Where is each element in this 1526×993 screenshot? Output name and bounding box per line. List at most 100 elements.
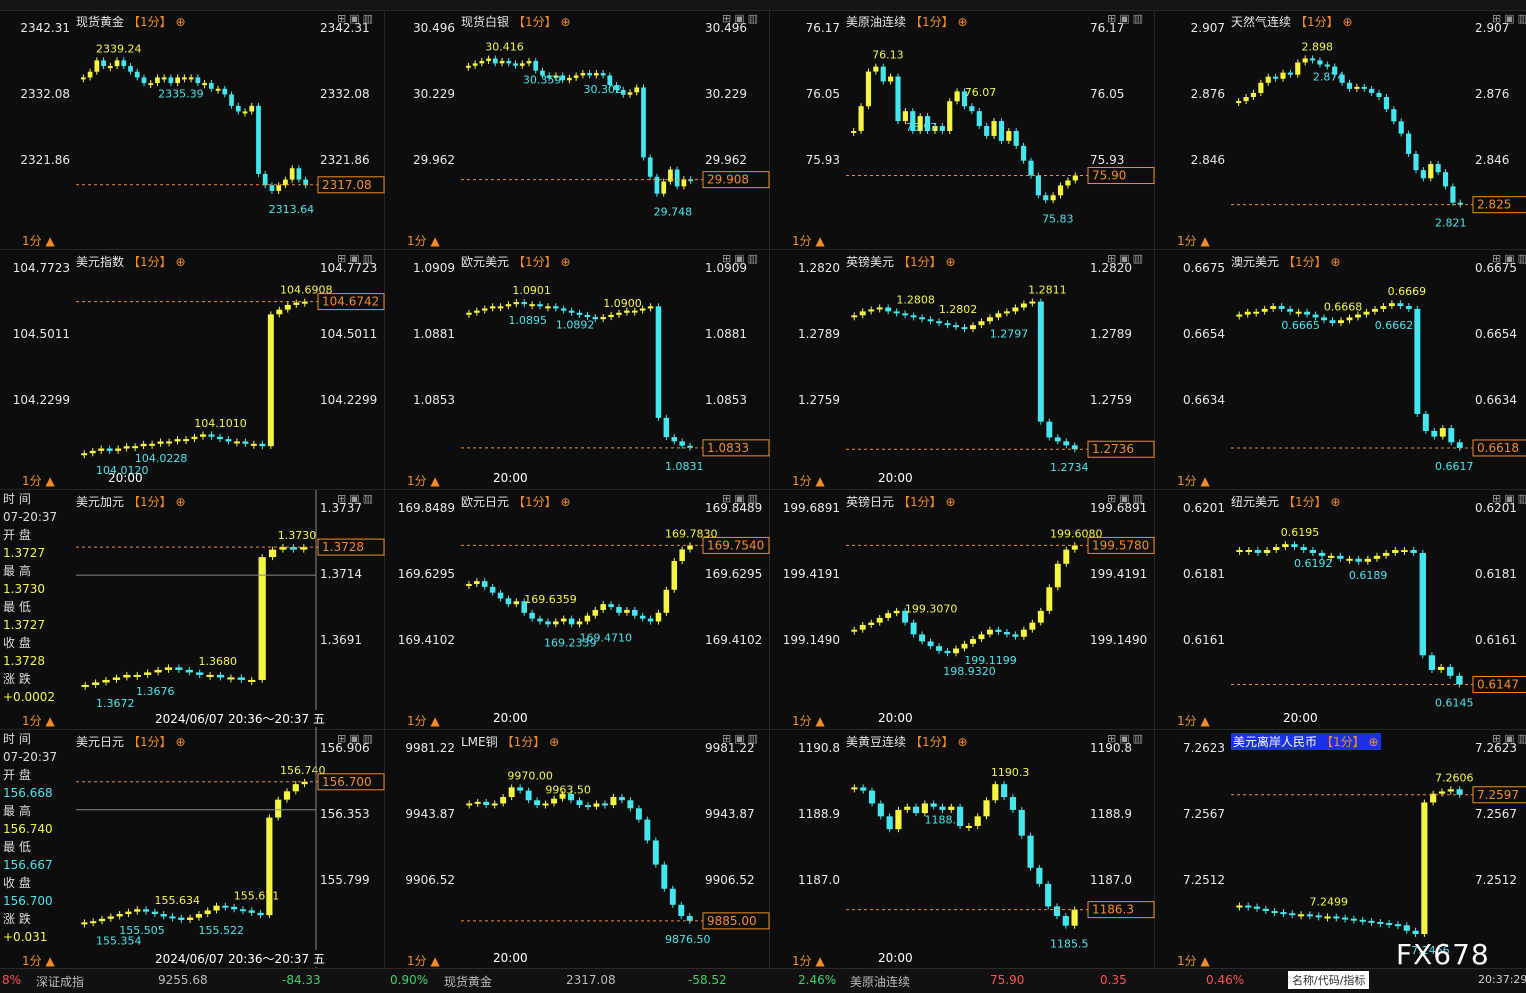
timeframe-button[interactable]: 1分 ▲	[22, 474, 55, 488]
chart-panel[interactable]: 0.6675 0.6675 0.6654 0.6654 0.6634 0.6634 0.66…	[1155, 250, 1526, 490]
timeframe-button[interactable]: 1分 ▲	[792, 474, 825, 488]
candlestick-chart[interactable]: 76.17 76.17 76.05 76.05 75.93 75.93 75.90 76.13…	[770, 10, 1155, 250]
panel-title[interactable]: 英镑美元 【1分】 ⊕	[846, 253, 956, 270]
panel-tools-icon[interactable]: ⊞▣▥	[721, 252, 761, 265]
timeframe-button[interactable]: 1分 ▲	[792, 954, 825, 968]
candle	[1386, 923, 1393, 926]
candle	[1377, 921, 1384, 924]
candlestick-chart[interactable]: 199.6891 199.6891 199.4191 199.4191 199.1490…	[770, 490, 1155, 730]
candle	[1397, 303, 1404, 307]
candle	[1295, 62, 1301, 75]
chart-panel[interactable]: 9981.22 9981.22 9943.87 9943.87 9906.52 9906.…	[385, 730, 770, 970]
panel-tools-icon[interactable]: ⊞▣▥	[1106, 732, 1146, 745]
candlestick-chart[interactable]: 0.6201 0.6201 0.6181 0.6181 0.6161 0.6161 0.61…	[1155, 490, 1526, 730]
candlestick-chart[interactable]: 156.906156.353155.799156.700156.740155.3…	[0, 730, 385, 970]
low-label: 198.9320	[943, 665, 996, 678]
timeframe-button[interactable]: 1分 ▲	[792, 714, 825, 728]
candlestick-chart[interactable]: 7.2623 7.2623 7.2567 7.2567 7.2512 7.2512 7.25…	[1155, 730, 1526, 970]
ticker-name[interactable]: 现货黄金	[444, 975, 493, 989]
timeframe-button[interactable]: 1分 ▲	[407, 954, 440, 968]
timeframe-button[interactable]: 1分 ▲	[792, 234, 825, 248]
ticker-name[interactable]: 深证成指	[36, 975, 85, 989]
chart-panel[interactable]: 2342.31 2342.31 2332.08 2332.08 2321.86 2321.…	[0, 10, 385, 250]
panel-tools-icon[interactable]: ⊞▣▥	[1491, 732, 1526, 745]
panel-tools-icon[interactable]: ⊞▣▥	[721, 12, 761, 25]
panel-title[interactable]: 美元加元 【1分】 ⊕	[76, 493, 186, 510]
panel-title[interactable]: 天然气连续 【1分】 ⊕	[1231, 13, 1353, 30]
timeframe-button[interactable]: 1分 ▲	[1177, 954, 1210, 968]
extreme-label: 7.2499	[1309, 895, 1348, 908]
candlestick-chart[interactable]: 169.8489 169.8489 169.6295 169.6295 169.4102…	[385, 490, 770, 730]
candle	[125, 911, 132, 915]
chart-panel[interactable]: 76.17 76.17 76.05 76.05 75.93 75.93 75.90 76.13…	[770, 10, 1155, 250]
chart-panel[interactable]: 104.7723 104.7723 104.5011 104.5011 104.2299…	[0, 250, 385, 490]
panel-tools-icon[interactable]: ⊞▣▥	[336, 252, 376, 265]
timeframe-button[interactable]: 1分 ▲	[407, 714, 440, 728]
chart-panel[interactable]: 0.6201 0.6201 0.6181 0.6181 0.6161 0.6161 0.61…	[1155, 490, 1526, 730]
panel-title[interactable]: 纽元美元 【1分】 ⊕	[1231, 493, 1341, 510]
panel-title[interactable]: LME铜 【1分】 ⊕	[461, 733, 559, 750]
panel-tools-icon[interactable]: ⊞▣▥	[1491, 252, 1526, 265]
candle	[986, 317, 993, 322]
timeframe-button[interactable]: 1分 ▲	[22, 954, 55, 968]
panel-title[interactable]: 美元日元 【1分】 ⊕	[76, 733, 186, 750]
panel-title[interactable]: 美原油连续 【1分】 ⊕	[846, 13, 968, 30]
timeframe-button[interactable]: 1分 ▲	[1177, 474, 1210, 488]
panel-title[interactable]: 澳元美元 【1分】 ⊕	[1231, 253, 1341, 270]
panel-tools-icon[interactable]: ⊞▣▥	[721, 492, 761, 505]
timeframe-button[interactable]: 1分 ▲	[407, 234, 440, 248]
chart-panel[interactable]: 7.2623 7.2623 7.2567 7.2567 7.2512 7.2512 7.25…	[1155, 730, 1526, 970]
panel-tools-icon[interactable]: ⊞▣▥	[1491, 492, 1526, 505]
panel-title[interactable]: 美元离岸人民币 【1分】 ⊕	[1231, 733, 1381, 750]
chart-panel[interactable]: 2.907 2.907 2.876 2.876 2.846 2.846 2.825 2.898…	[1155, 10, 1526, 250]
panel-tools-icon[interactable]: ⊞▣▥	[336, 492, 376, 505]
candle	[185, 669, 193, 673]
chart-panel[interactable]: 1.3737 1.3714 1.3691 1.3728 1.3730 1.3672 1.36…	[0, 490, 385, 730]
chart-panel[interactable]: 199.6891 199.6891 199.4191 199.4191 199.1490…	[770, 490, 1155, 730]
ticker-name[interactable]: 美原油连续	[850, 975, 911, 989]
panel-tools-icon[interactable]: ⊞▣▥	[1106, 492, 1146, 505]
candlestick-chart[interactable]: 9981.22 9981.22 9943.87 9943.87 9906.52 9906.…	[385, 730, 770, 970]
chart-panel[interactable]: 1190.8 1190.8 1188.9 1188.9 1187.0 1187.0 1186…	[770, 730, 1155, 970]
panel-title[interactable]: 美黄豆连续 【1分】 ⊕	[846, 733, 968, 750]
panel-tools-icon[interactable]: ⊞▣▥	[1491, 12, 1526, 25]
panel-title[interactable]: 现货黄金 【1分】 ⊕	[76, 13, 186, 30]
panel-title[interactable]: 美元指数 【1分】 ⊕	[76, 253, 186, 270]
candlestick-chart[interactable]: 2.907 2.907 2.876 2.876 2.846 2.846 2.825 2.898…	[1155, 10, 1526, 250]
candle	[919, 317, 926, 320]
candle	[1262, 908, 1269, 912]
panel-title[interactable]: 现货白银 【1分】 ⊕	[461, 13, 571, 30]
candlestick-chart[interactable]: 1.0909 1.0909 1.0881 1.0881 1.0853 1.0853 1.08…	[385, 250, 770, 490]
panel-tools-icon[interactable]: ⊞▣▥	[1106, 12, 1146, 25]
panel-title[interactable]: 欧元日元 【1分】 ⊕	[461, 493, 571, 510]
timeframe-button[interactable]: 1分 ▲	[1177, 234, 1210, 248]
candlestick-chart[interactable]: 1190.8 1190.8 1188.9 1188.9 1187.0 1187.0 1186…	[770, 730, 1155, 970]
candle	[584, 615, 591, 622]
panel-tools-icon[interactable]: ⊞▣▥	[336, 12, 376, 25]
y-tick-label: 9981.22	[405, 741, 455, 755]
candlestick-chart[interactable]: 1.2820 1.2820 1.2789 1.2789 1.2759 1.2759 1.27…	[770, 250, 1155, 490]
chart-panel[interactable]: 1.0909 1.0909 1.0881 1.0881 1.0853 1.0853 1.08…	[385, 250, 770, 490]
candlestick-chart[interactable]: 1.37371.37141.36911.37281.37301.36721.36…	[0, 490, 385, 730]
timeframe-button[interactable]: 1分 ▲	[22, 234, 55, 248]
chart-panel[interactable]: 30.496 30.496 30.229 30.229 29.962 29.962 29.9…	[385, 10, 770, 250]
panel-tools-icon[interactable]: ⊞▣▥	[336, 732, 376, 745]
search-input[interactable]: 名称/代码/指标	[1288, 971, 1370, 989]
last-price-box	[1087, 167, 1155, 185]
panel-tools-icon[interactable]: ⊞▣▥	[721, 732, 761, 745]
timeframe-button[interactable]: 1分 ▲	[1177, 714, 1210, 728]
timeframe-button[interactable]: 1分 ▲	[22, 714, 55, 728]
candlestick-chart[interactable]: 2342.31 2342.31 2332.08 2332.08 2321.86 2321.…	[0, 10, 385, 250]
candlestick-chart[interactable]: 30.496 30.496 30.229 30.229 29.962 29.962 29.9…	[385, 10, 770, 250]
panel-tools-icon[interactable]: ⊞▣▥	[1106, 252, 1146, 265]
candle	[679, 441, 685, 446]
timeframe-button[interactable]: 1分 ▲	[407, 474, 440, 488]
chart-panel[interactable]: 1.2820 1.2820 1.2789 1.2789 1.2759 1.2759 1.27…	[770, 250, 1155, 490]
panel-title[interactable]: 英镑日元 【1分】 ⊕	[846, 493, 956, 510]
chart-panel[interactable]: 169.8489 169.8489 169.6295 169.6295 169.4102…	[385, 490, 770, 730]
candle	[851, 629, 858, 632]
chart-panel[interactable]: 156.906 156.353 155.799 156.700 156.740 155.3…	[0, 730, 385, 970]
candlestick-chart[interactable]: 104.7723 104.7723 104.5011 104.5011 104.2299…	[0, 250, 385, 490]
candlestick-chart[interactable]: 0.6675 0.6675 0.6654 0.6654 0.6634 0.6634 0.66…	[1155, 250, 1526, 490]
panel-title[interactable]: 欧元美元 【1分】 ⊕	[461, 253, 571, 270]
